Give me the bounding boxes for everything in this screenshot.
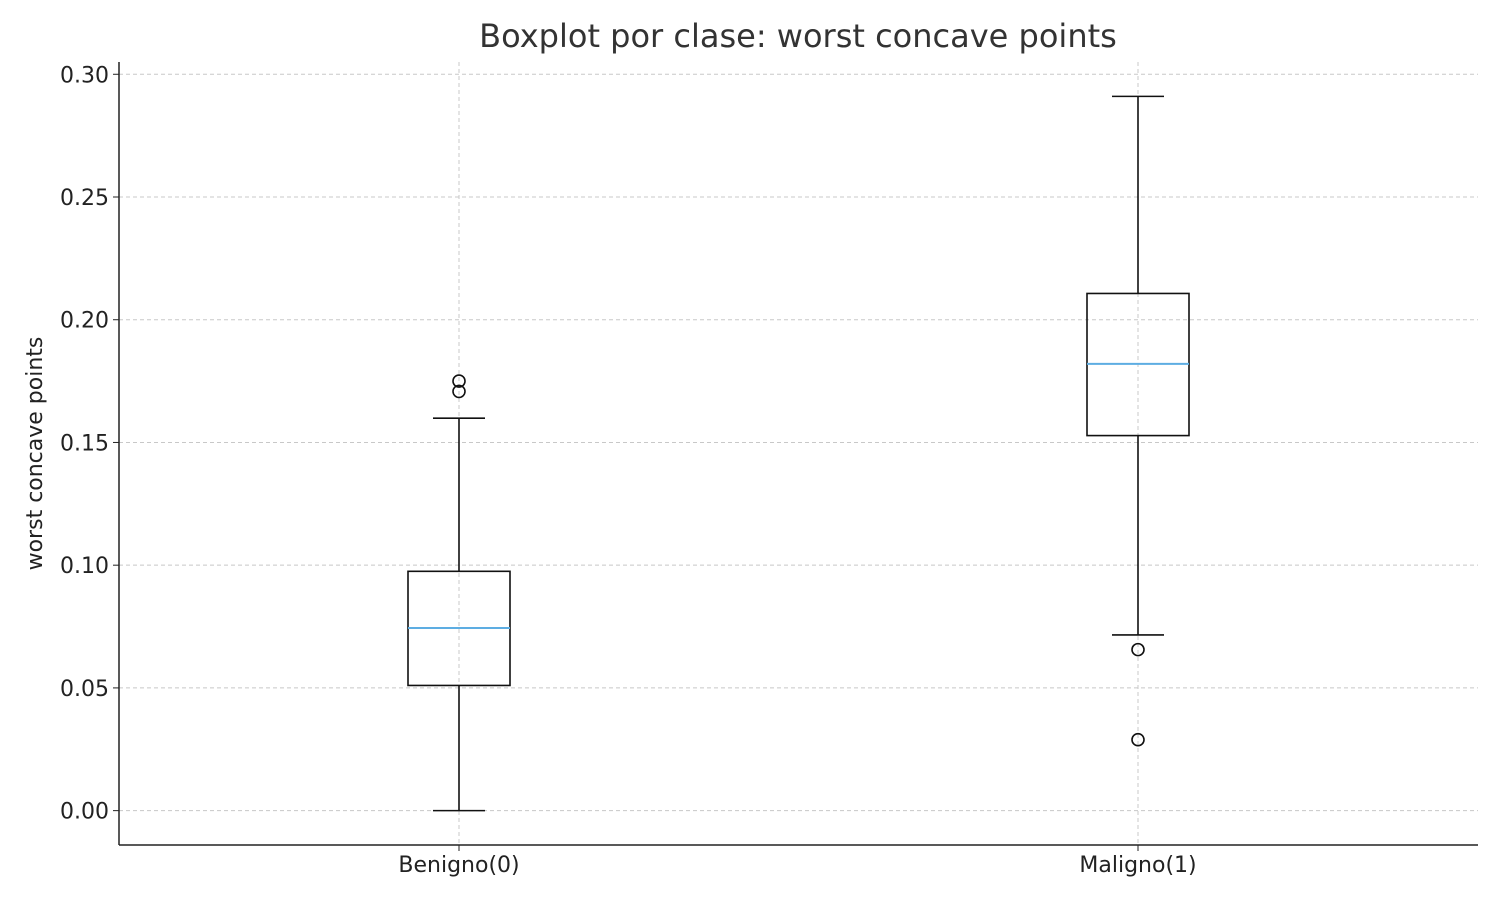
y-ticks: 0.00 0.05 0.10 0.15 0.20 0.25 0.30 xyxy=(60,63,119,825)
outlier-point xyxy=(1131,642,1145,657)
axes-layer xyxy=(118,62,1478,846)
y-tick-label: 0.30 xyxy=(60,63,109,88)
y-tick-label: 0.15 xyxy=(60,431,109,456)
y-axis-title: worst concave points xyxy=(23,337,48,571)
y-tick-label: 0.00 xyxy=(60,800,109,825)
x-tick-label: Maligno(1) xyxy=(1079,853,1196,878)
chart-title: Boxplot por clase: worst concave points xyxy=(479,17,1117,55)
x-tick-label: Benigno(0) xyxy=(398,853,519,878)
y-tick-label: 0.20 xyxy=(60,309,109,334)
y-tick-label: 0.10 xyxy=(60,554,109,579)
y-tick-label: 0.05 xyxy=(60,677,109,702)
outlier-point xyxy=(1131,732,1145,747)
grid-layer xyxy=(119,62,1478,845)
y-tick-label: 0.25 xyxy=(60,186,109,211)
boxes-layer xyxy=(407,95,1190,812)
x-ticks: Benigno(0) Maligno(1) xyxy=(398,845,1197,878)
box-group xyxy=(407,374,511,812)
outlier-point xyxy=(452,374,466,388)
box-group xyxy=(1086,95,1190,747)
outlier-point xyxy=(452,384,466,399)
